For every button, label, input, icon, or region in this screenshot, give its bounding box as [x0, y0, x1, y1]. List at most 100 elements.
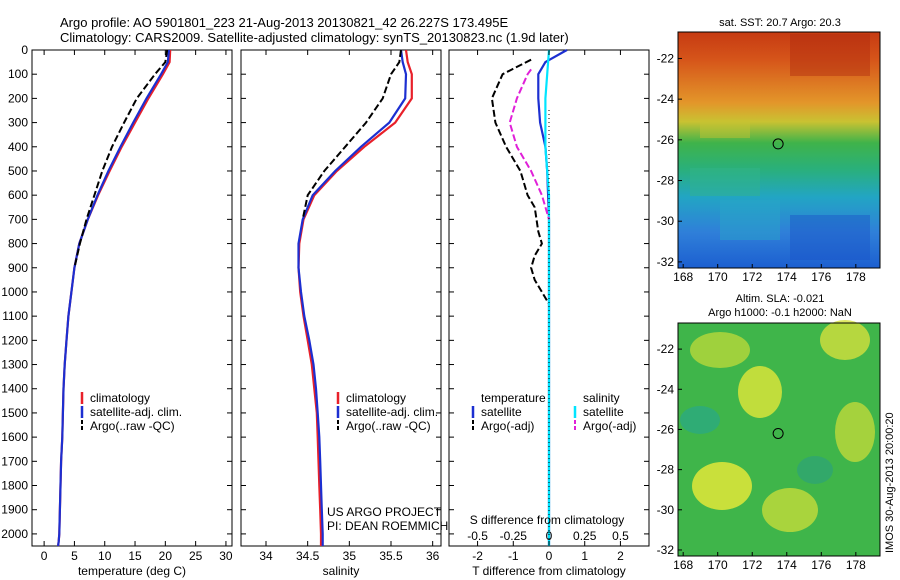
ytick-label: 600 [8, 188, 28, 202]
ytick-label: 1100 [2, 309, 28, 323]
map-ytick-label: -30 [657, 503, 675, 517]
temperature-lines [57, 49, 172, 547]
temperature-legend: climatology satellite-adj. clim. Argo(..… [80, 391, 182, 433]
top-tick-label: 0 [546, 529, 553, 543]
axis-ticks: 0 5 10 15 20 25 300100200300400500600700800900… [1, 43, 649, 563]
series-line-2-0 [537, 49, 568, 546]
xtick-label: 35.5 [379, 549, 403, 563]
sst-profile-location-marker [772, 138, 784, 150]
ytick-label: 700 [8, 212, 28, 226]
map-ytick-label: -22 [657, 342, 675, 356]
map-xtick-label: 176 [811, 270, 831, 284]
xtick-label: 2 [617, 549, 624, 563]
map-xtick-label: 178 [846, 270, 866, 284]
map-ytick-label: -24 [657, 92, 675, 106]
series-line-1-1 [297, 49, 408, 546]
ytick-label: 300 [8, 116, 28, 130]
xtick-label: 20 [159, 549, 173, 563]
map-ytick-label: -26 [657, 133, 675, 147]
top-tick-label: 0.25 [573, 529, 597, 543]
ytick-label: 1800 [1, 479, 28, 493]
ytick-label: 1500 [1, 406, 28, 420]
legend-header-temperature: temperature [481, 391, 546, 405]
xtick-label: -2 [472, 549, 483, 563]
ytick-label: 1400 [1, 382, 28, 396]
map-xtick-label: 170 [708, 558, 728, 572]
ytick-label: 900 [8, 261, 28, 275]
xtick-label: -1 [508, 549, 519, 563]
sla-profile-location-marker [772, 427, 784, 439]
sst-map-frame [677, 31, 881, 269]
map-xtick-label: 170 [708, 270, 728, 284]
credits-pi: PI: DEAN ROEMMICH [327, 519, 448, 533]
xtick-label: 34 [259, 549, 273, 563]
salinity-legend: climatology satellite-adj. clim. Argo(..… [336, 391, 438, 433]
map-xtick-label: 178 [846, 558, 866, 572]
top-tick-label: -0.5 [467, 529, 488, 543]
xtick-label: 35 [343, 549, 357, 563]
xtick-label: 0 [41, 549, 48, 563]
ytick-label: 1300 [1, 358, 28, 372]
legend-label-s-argo: Argo(-adj) [583, 419, 636, 433]
legend-header-salinity: salinity [583, 391, 620, 405]
salinity-lines [297, 49, 413, 546]
xtick-label: 30 [219, 549, 233, 563]
ytick-label: 2000 [1, 527, 28, 541]
header-line-2: Climatology: CARS2009. Satellite-adjuste… [60, 30, 569, 45]
map-ytick-label: -22 [657, 51, 675, 65]
legend-label-climatology: climatology [346, 391, 406, 405]
map-xtick-label: 172 [742, 270, 762, 284]
legend-label-climatology: climatology [90, 391, 150, 405]
legend-label-argo: Argo(..raw -QC) [90, 419, 175, 433]
temperature-xlabel: temperature (deg C) [78, 564, 186, 578]
xtick-label: 34.5 [296, 549, 320, 563]
ytick-label: 1000 [1, 285, 28, 299]
s-difference-title: S difference from climatology [470, 513, 625, 527]
difference-lines [490, 49, 568, 546]
sst-map-title: sat. SST: 20.7 Argo: 20.3 [719, 17, 841, 29]
legend-label-t-satellite: satellite [481, 405, 522, 419]
ytick-label: 400 [8, 140, 28, 154]
map-ytick-label: -30 [657, 214, 675, 228]
legend-label-satellite: satellite-adj. clim. [346, 405, 438, 419]
ytick-label: 1200 [1, 333, 28, 347]
difference-xlabel: T difference from climatology [472, 564, 626, 578]
ytick-label: 100 [8, 67, 28, 81]
xtick-label: 15 [128, 549, 142, 563]
top-tick-label: -0.25 [500, 529, 528, 543]
map-ytick-label: -28 [657, 174, 675, 188]
ytick-label: 800 [8, 237, 28, 251]
map-xtick-label: 168 [673, 558, 693, 572]
series-line-1-2 [301, 49, 402, 220]
map-ytick-label: -24 [657, 382, 675, 396]
sst-map-texture [690, 34, 870, 260]
salinity-xlabel: salinity [323, 564, 360, 578]
sla-map-frame [677, 322, 881, 557]
salinity-plot-frame [240, 49, 442, 547]
sst-map-image [678, 32, 880, 268]
ytick-label: 500 [8, 164, 28, 178]
xtick-label: 5 [71, 549, 78, 563]
credits-project: US ARGO PROJECT [327, 505, 442, 519]
ytick-label: 200 [8, 91, 28, 105]
legend-label-satellite: satellite-adj. clim. [90, 405, 182, 419]
legend-label-s-satellite: satellite [583, 405, 624, 419]
ytick-label: 1600 [1, 430, 28, 444]
xtick-label: 36 [426, 549, 440, 563]
ytick-label: 1900 [1, 503, 28, 517]
map-ytick-label: -32 [657, 255, 675, 269]
top-tick-label: 0.5 [612, 529, 629, 543]
series-line-1-0 [297, 49, 413, 546]
xtick-label: 10 [98, 549, 112, 563]
difference-legend: temperature salinity satellite Argo(-adj… [471, 391, 636, 433]
series-line-2-2 [544, 49, 551, 546]
series-line-0-1 [57, 49, 171, 547]
ytick-label: 1700 [1, 454, 28, 468]
map-xtick-label: 168 [673, 270, 693, 284]
sla-map-subtitle: Argo h1000: -0.1 h2000: NaN [708, 307, 852, 319]
map-ytick-label: -26 [657, 422, 675, 436]
map-xtick-label: 172 [742, 558, 762, 572]
map-xtick-label: 176 [811, 558, 831, 572]
sla-map-texture [680, 320, 875, 532]
xtick-label: 25 [189, 549, 203, 563]
